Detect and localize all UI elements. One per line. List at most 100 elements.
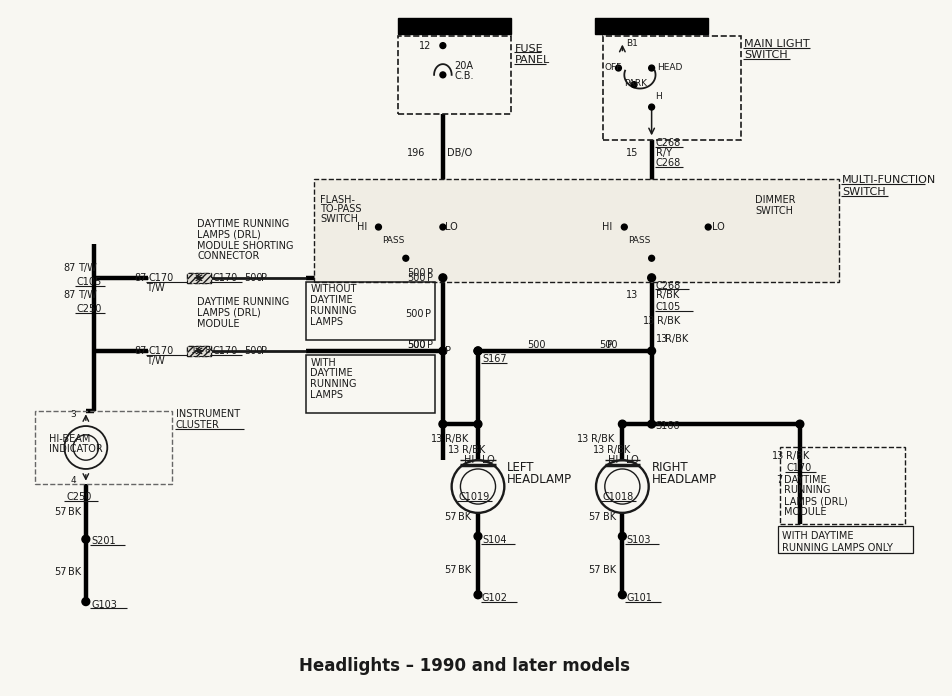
Text: 500: 500 [244,346,263,356]
Text: DB/O: DB/O [446,148,472,158]
Text: R/BK: R/BK [665,334,688,345]
Text: C105: C105 [656,302,681,312]
Text: 13: 13 [625,290,638,300]
Text: 87: 87 [64,290,76,300]
Text: C170: C170 [212,273,238,283]
Bar [398,18,511,34]
Bar [188,273,210,283]
Text: MAIN LIGHT: MAIN LIGHT [744,39,810,49]
Text: LAMPS (DRL): LAMPS (DRL) [197,308,261,318]
Text: 57: 57 [54,567,67,578]
Bar [188,346,210,356]
Bar [779,525,913,553]
Text: R/BK: R/BK [445,434,468,444]
Text: MODULE: MODULE [197,319,240,329]
Text: PASS: PASS [383,236,405,245]
Text: 13: 13 [577,434,589,444]
Circle shape [622,224,627,230]
Circle shape [439,347,446,355]
Text: 500: 500 [407,340,426,350]
Text: 7: 7 [776,475,783,484]
Text: C1019: C1019 [459,492,489,503]
Text: S167: S167 [482,354,506,364]
Text: P: P [445,346,451,356]
Text: P: P [262,273,268,283]
Text: HOT AT ALL TIMES: HOT AT ALL TIMES [608,22,695,31]
Text: RUNNING LAMPS ONLY: RUNNING LAMPS ONLY [783,543,893,553]
Text: 13: 13 [592,445,605,455]
Text: 13: 13 [772,451,784,461]
Text: LO: LO [482,455,495,465]
Circle shape [474,591,482,599]
Text: LAMPS: LAMPS [310,390,344,400]
Bar [188,346,210,356]
Text: LAMPS (DRL): LAMPS (DRL) [197,230,261,240]
Text: DIMMER: DIMMER [755,195,796,205]
Text: 13: 13 [430,434,443,444]
Text: RUNNING: RUNNING [310,379,357,389]
Text: C170: C170 [212,346,238,356]
Text: HOT AT ALL TIMES: HOT AT ALL TIMES [411,22,498,31]
Text: WITH: WITH [310,358,336,367]
Circle shape [440,42,446,49]
Text: BK: BK [69,507,82,517]
Text: WITHOUT: WITHOUT [310,285,357,294]
Text: C.B.: C.B. [454,71,474,81]
Text: MODULE: MODULE [784,507,826,517]
Text: 20A: 20A [454,61,473,71]
Text: 196: 196 [407,148,426,158]
Text: T/W: T/W [78,290,97,300]
Text: SWITCH: SWITCH [320,214,358,224]
Text: HI: HI [608,455,619,465]
Text: R/BK: R/BK [656,290,679,300]
Bar [188,273,210,283]
Text: SWITCH: SWITCH [744,50,788,61]
Text: MULTI-FUNCTION: MULTI-FUNCTION [842,175,936,185]
Text: LO: LO [712,222,724,232]
Text: Headlights – 1990 and later models: Headlights – 1990 and later models [299,657,630,675]
Text: FUSE: FUSE [515,44,544,54]
Text: R/BK: R/BK [463,445,486,455]
Circle shape [647,347,656,355]
Text: C268: C268 [656,138,681,148]
Circle shape [619,591,626,599]
Circle shape [647,274,656,282]
Circle shape [403,255,408,261]
Text: R/Y: R/Y [656,148,671,158]
Text: LAMPS: LAMPS [310,317,344,326]
Circle shape [648,104,655,110]
Text: 57: 57 [54,507,67,517]
Text: 87: 87 [134,273,147,283]
Text: 57: 57 [444,512,457,522]
Text: HI: HI [464,455,474,465]
Circle shape [474,420,482,428]
Text: 500: 500 [407,268,426,278]
Text: CLUSTER: CLUSTER [175,420,220,430]
Text: C170: C170 [149,346,173,356]
Text: INDICATOR: INDICATOR [49,445,103,454]
Text: PANEL: PANEL [515,55,550,65]
Text: RUNNING: RUNNING [310,306,357,316]
Text: HI: HI [357,222,367,232]
Text: C268: C268 [656,280,681,290]
Text: 87: 87 [134,346,147,356]
Text: HEAD: HEAD [658,63,683,72]
Text: 500: 500 [405,309,424,319]
Circle shape [474,347,482,355]
Text: SWITCH: SWITCH [755,207,793,216]
Circle shape [705,224,711,230]
Circle shape [619,532,626,540]
Circle shape [439,420,446,428]
Text: P: P [427,340,433,350]
Circle shape [82,535,89,543]
Text: S104: S104 [482,535,506,545]
Text: HEADLAMP: HEADLAMP [651,473,717,487]
Text: HI-BEAM: HI-BEAM [49,434,90,444]
Text: PASS: PASS [628,236,650,245]
Text: 12: 12 [419,40,431,51]
Text: G103: G103 [91,599,117,610]
Circle shape [82,598,89,606]
Bar [398,36,511,114]
Circle shape [439,274,446,282]
Circle shape [474,532,482,540]
